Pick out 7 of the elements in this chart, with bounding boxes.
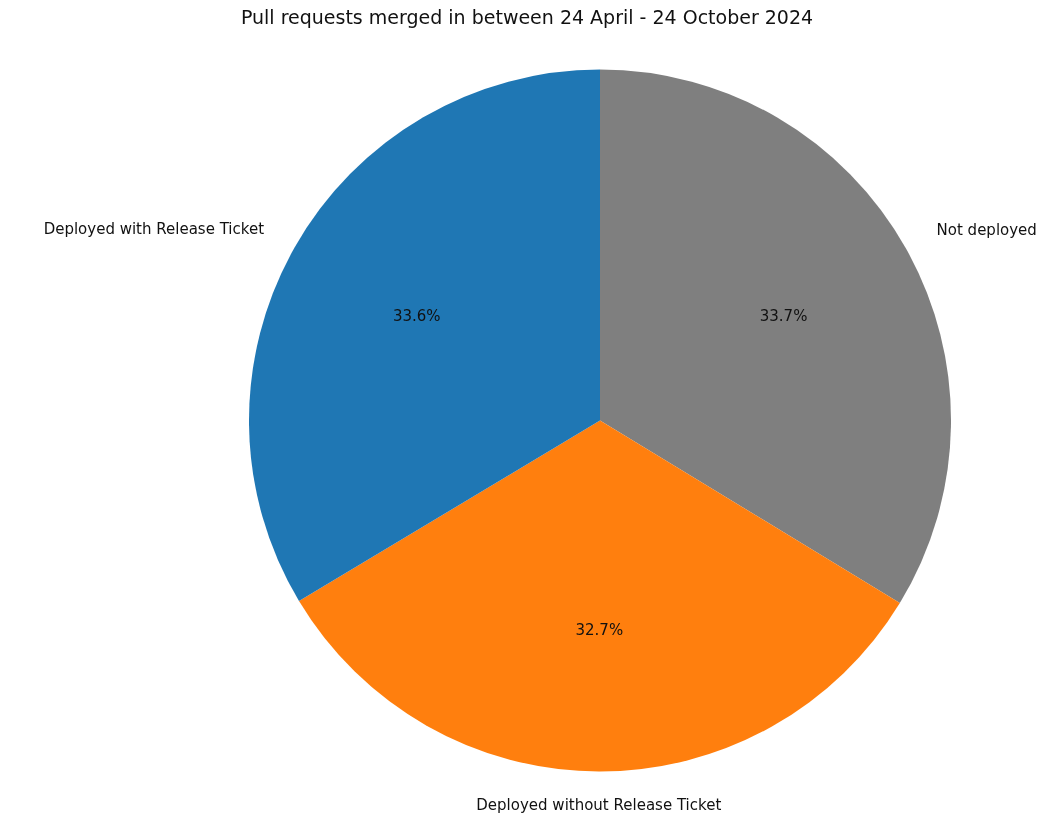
slice-label: Deployed with Release Ticket: [43, 220, 265, 239]
chart-title: Pull requests merged in between 24 April - 24 October 2024: [239, 6, 815, 28]
data-label: 33.7%: [759, 307, 808, 326]
data-label: 32.7%: [575, 620, 624, 639]
slice-label: Not deployed: [936, 221, 1037, 240]
data-label: 33.6%: [392, 306, 441, 325]
slice-label: Deployed without Release Ticket: [476, 796, 722, 815]
